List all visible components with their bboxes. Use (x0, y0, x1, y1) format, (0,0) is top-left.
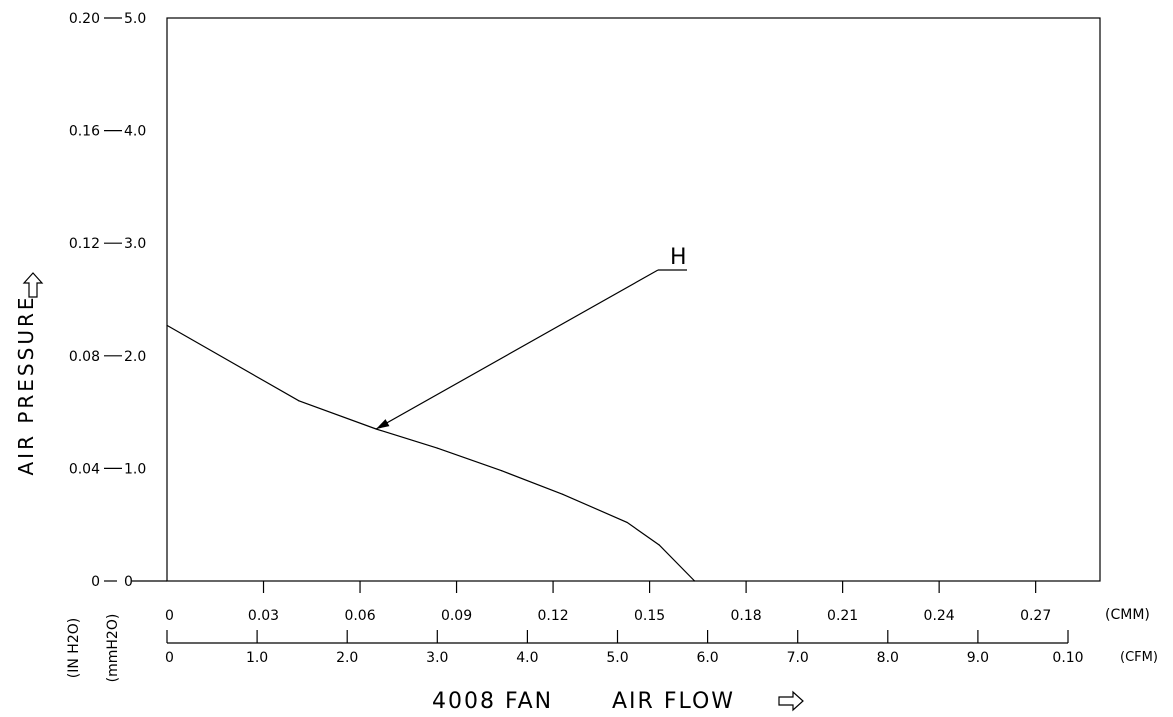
data-point (166, 324, 168, 326)
data-point (694, 580, 696, 582)
x-secondary-tick-label: 5.0 (606, 650, 628, 666)
x-secondary-tick-label: 0.10 (1052, 650, 1083, 666)
data-point (500, 470, 503, 472)
x-primary-unit: (CMM) (1105, 607, 1150, 623)
y-axis-label: AIR PRESSURE (14, 295, 38, 476)
data-point (658, 544, 660, 546)
x-tick-label: 0.12 (537, 608, 568, 624)
data-point (626, 521, 628, 524)
y-tick-label: 5.0 (124, 11, 146, 27)
chart-title: 4008 FAN (432, 689, 553, 714)
y-secondary-tick-label: 0.16 (69, 124, 100, 140)
x-tick-label: 0.03 (248, 608, 279, 624)
y-secondary-tick-label: 0 (91, 574, 100, 590)
y-secondary-unit: (IN H2O) (66, 618, 82, 678)
annotation-leader (375, 269, 659, 430)
x-tick-label: 0.09 (441, 608, 472, 624)
x-tick-label: 0.06 (344, 608, 375, 624)
x-secondary-tick-label: 3.0 (426, 650, 448, 666)
data-point (298, 400, 300, 402)
x-secondary-tick-label: 6.0 (696, 650, 718, 666)
y-secondary-tick-label: 0.04 (69, 461, 100, 477)
y-primary-unit: (mmH2O) (105, 614, 121, 683)
x-secondary-tick-label: 4.0 (516, 650, 538, 666)
x-tick-label: 0.15 (634, 608, 665, 624)
data-point (562, 493, 564, 495)
annotation-arrowhead (376, 419, 390, 429)
y-tick-label: 2.0 (124, 349, 146, 365)
x-secondary-tick-label: 8.0 (877, 650, 899, 666)
x-tick-label: 0.21 (827, 608, 858, 624)
x-axis-label: AIR FLOW (612, 689, 735, 714)
x-secondary-tick-label: 9.0 (967, 650, 989, 666)
y-secondary-tick-label: 0.08 (69, 349, 100, 365)
x-tick-label: 0 (165, 608, 174, 624)
x-secondary-tick-label: 1.0 (246, 650, 268, 666)
y-tick-label: 4.0 (124, 124, 146, 140)
x-tick-label: 0.27 (1020, 608, 1051, 624)
x-secondary-tick-label: 7.0 (787, 650, 809, 666)
plot-frame (166, 17, 1101, 582)
x-secondary-tick-label: 0 (165, 650, 174, 666)
y-tick-label: 3.0 (124, 236, 146, 252)
annotation-label: H (670, 245, 687, 270)
x-tick-label: 0.18 (731, 608, 762, 624)
series-line-h (166, 324, 696, 582)
y-tick-label: 1.0 (124, 461, 146, 477)
y-arrow-icon (22, 272, 44, 298)
y-tick-label: 0 (124, 574, 133, 590)
x-secondary-tick-label: 2.0 (336, 650, 358, 666)
x-secondary-unit: (CFM) (1120, 650, 1158, 665)
annotation-layer: H (375, 245, 687, 430)
y-secondary-tick-label: 0.12 (69, 236, 100, 252)
series-layer (166, 324, 696, 582)
y-axis: 0 1.0 2.0 3.0 4.0 5.0 0 0.04 0.08 0.12 0.16 0.20 (69, 11, 167, 590)
x-axis: 0 0.03 0.06 0.09 0.12 0.15 0.18 0.21 0.24 0.27 0 1.… (165, 581, 1084, 666)
x-tick-label: 0.24 (924, 608, 955, 624)
y-secondary-tick-label: 0.20 (69, 11, 100, 27)
x-arrow-icon (778, 690, 804, 712)
data-point (436, 447, 438, 449)
